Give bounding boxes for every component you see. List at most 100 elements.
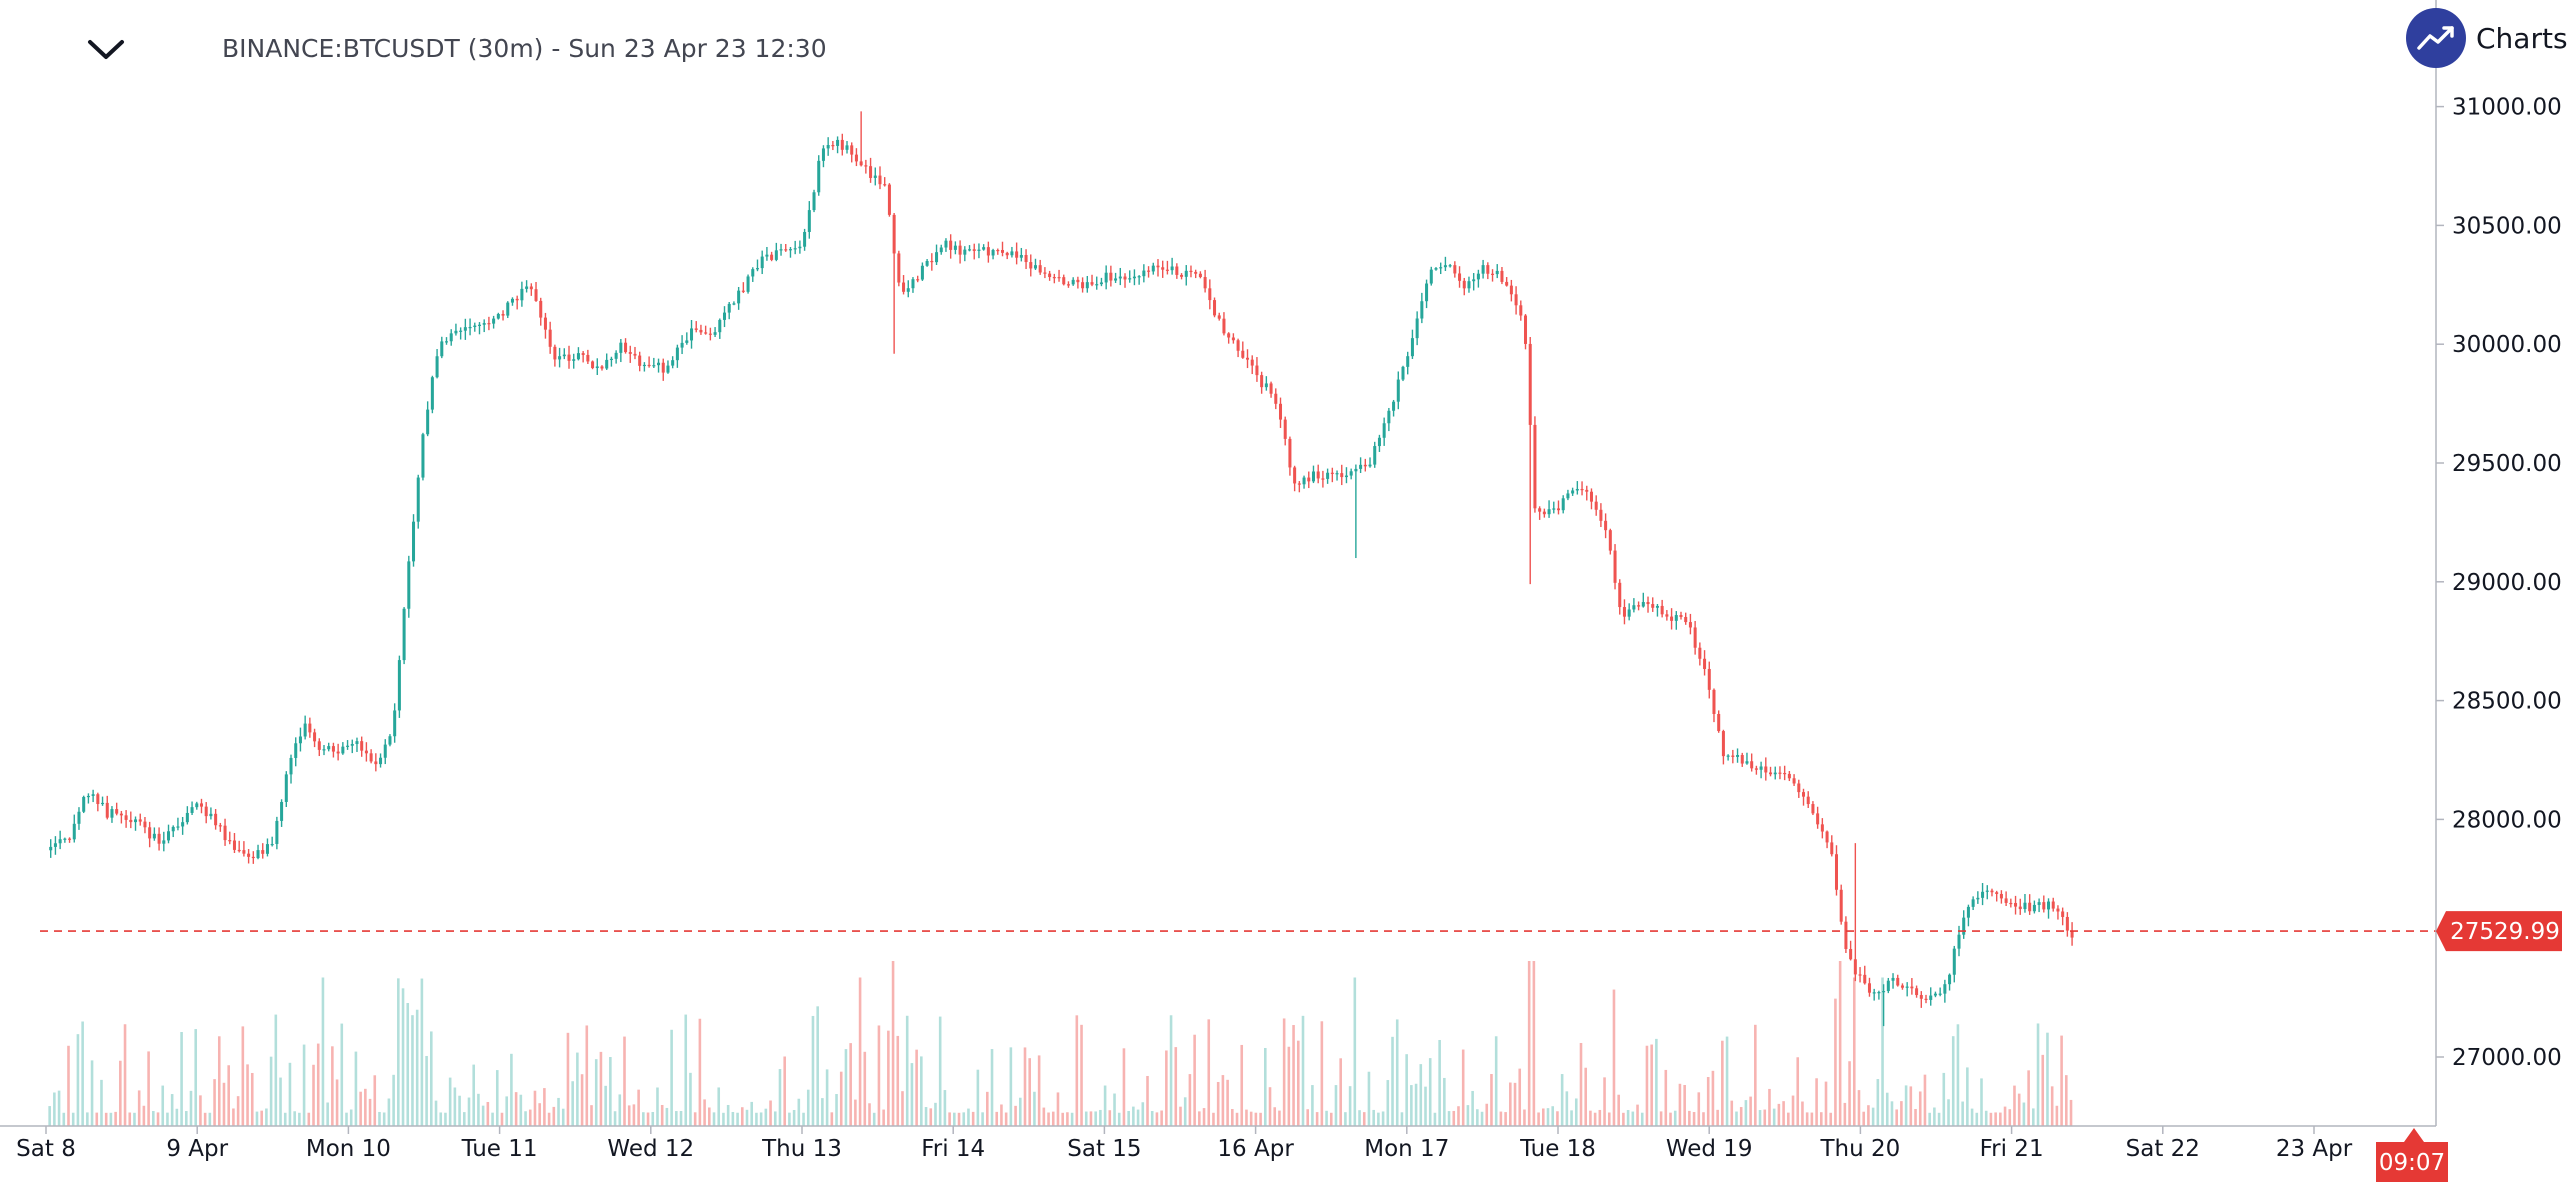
candle-body [105, 802, 109, 818]
candle-body [129, 819, 133, 823]
candle-body [920, 265, 924, 280]
candle-body [515, 298, 519, 301]
candle-body [1999, 893, 2003, 899]
volume-bar [62, 1112, 66, 1126]
volume-bar [1669, 1112, 1672, 1126]
candle-body [1033, 265, 1037, 269]
volume-bar [731, 1112, 735, 1126]
candle-body [1198, 273, 1202, 278]
volume-bar [307, 1112, 311, 1126]
volume-bar [1480, 1111, 1484, 1126]
candle-body [317, 741, 321, 750]
candle-body [256, 850, 260, 859]
volume-bar [632, 1104, 636, 1126]
volume-bar [854, 1099, 857, 1126]
candle-body [1830, 842, 1834, 855]
volume-bar [1975, 1112, 1979, 1126]
volume-bar [1518, 1068, 1522, 1126]
volume-bar [48, 1106, 51, 1126]
volume-bar [1721, 1040, 1724, 1126]
volume-bar [1353, 977, 1357, 1126]
collapse-button[interactable] [80, 26, 132, 74]
volume-bar [646, 1112, 650, 1126]
candle-body [1853, 959, 1857, 975]
volume-bar [208, 1112, 212, 1126]
volume-bar [1108, 1110, 1112, 1126]
candle-body [397, 660, 401, 711]
candle-body [887, 184, 891, 215]
candle-body [1288, 438, 1292, 468]
volume-bar [1075, 1015, 1079, 1126]
chart-axes [0, 0, 2437, 1127]
candle-body [374, 761, 378, 765]
volume-bar [1787, 1112, 1790, 1126]
candle-body [1142, 270, 1146, 277]
candle-body [435, 356, 439, 378]
volume-bar [599, 1051, 603, 1126]
y-tick-label: 28500.00 [2452, 689, 2562, 715]
volume-bar [722, 1112, 725, 1126]
candle-body [1458, 273, 1462, 281]
candle-body [1575, 488, 1579, 491]
volume-bar [241, 1026, 245, 1126]
volume-bar [354, 1051, 358, 1126]
volume-bar [392, 1074, 395, 1126]
volume-bar [1579, 1042, 1583, 1126]
volume-bar [604, 1085, 607, 1126]
volume-bar [100, 1079, 103, 1126]
y-tick-label: 29000.00 [2452, 570, 2562, 596]
volume-bar [882, 1109, 885, 1126]
candle-body [699, 329, 703, 333]
candle-body [1203, 277, 1207, 289]
volume-bar [86, 1112, 89, 1126]
volume-bar [203, 1112, 207, 1126]
candle-body [1491, 273, 1495, 275]
volume-bar [1405, 1054, 1408, 1126]
volume-bar [397, 978, 400, 1126]
candle-body [473, 325, 477, 327]
volume-bar [2065, 1075, 2068, 1126]
candle-body [944, 240, 948, 248]
volume-bar [934, 1102, 937, 1126]
candle-body [275, 820, 279, 844]
y-tick-label: 29500.00 [2452, 451, 2562, 477]
volume-bar [726, 1104, 730, 1126]
volume-bar [887, 1030, 890, 1126]
candle-body [1222, 318, 1226, 334]
candle-body [199, 803, 203, 807]
volume-bar [1829, 1112, 1833, 1126]
candle-body [1052, 277, 1056, 279]
candle-body [209, 813, 213, 817]
volume-bar [279, 1077, 282, 1126]
candle-body [600, 366, 604, 369]
candle-body [755, 268, 759, 270]
volume-bar [1377, 1112, 1380, 1126]
volume-bar [915, 1049, 918, 1126]
volume-bar [1532, 961, 1536, 1126]
volume-bar [95, 1112, 99, 1126]
candle-body [115, 809, 119, 814]
volume-bar [425, 1055, 428, 1126]
volume-bar [524, 1111, 527, 1126]
candle-body [1099, 282, 1103, 285]
candle-body [878, 175, 882, 185]
volume-bar [1820, 1112, 1823, 1126]
volume-bar [382, 1112, 386, 1126]
candle-body [1434, 268, 1438, 270]
candle-body [605, 359, 609, 369]
candle-body [821, 148, 825, 161]
volume-bar [189, 1090, 193, 1126]
volume-bar [547, 1112, 551, 1126]
volume-bar [1113, 1093, 1116, 1126]
volume-bar [373, 1075, 377, 1126]
candle-body [1538, 508, 1542, 512]
volume-bar [1344, 1112, 1347, 1126]
volume-bar [1056, 1092, 1060, 1126]
volume-bar [1160, 1110, 1163, 1126]
brand-link[interactable]: Charts p [2406, 6, 2570, 70]
candle-body [1905, 986, 1909, 988]
volume-bar [302, 1044, 306, 1126]
candle-body [1731, 755, 1735, 757]
volume-bar [430, 1031, 433, 1126]
